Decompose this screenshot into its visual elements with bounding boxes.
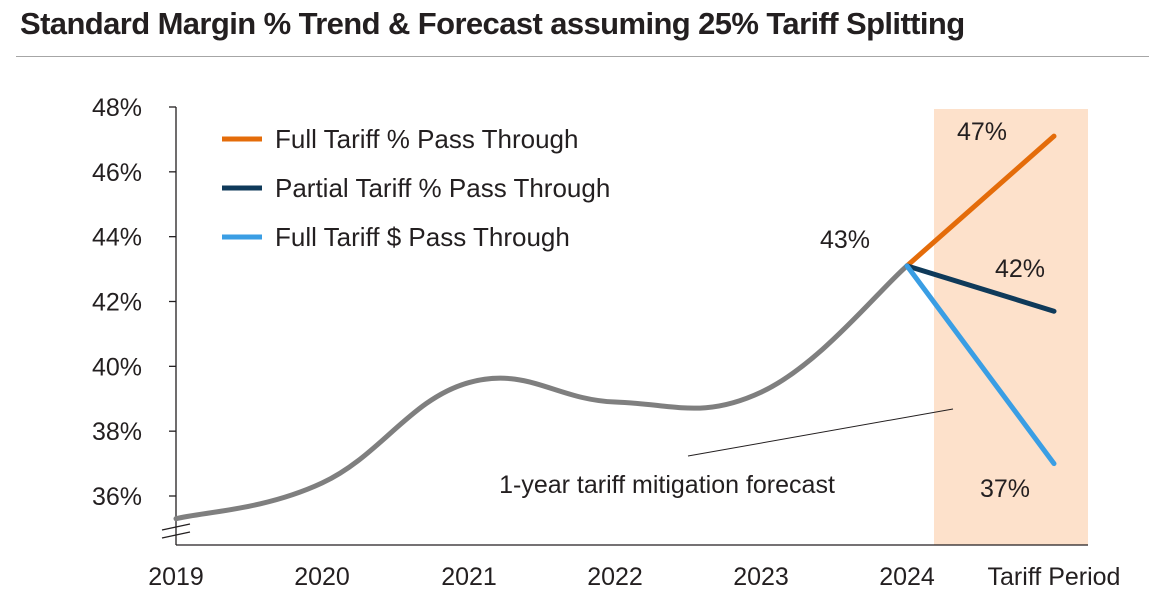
forecast-series	[904, 133, 1057, 467]
forecast-line-3	[904, 263, 1057, 467]
history-line	[173, 263, 910, 522]
x-tick-label: 2019	[148, 563, 204, 591]
y-tick-label: 46%	[92, 159, 142, 187]
forecast-note: 1-year tariff mitigation forecast	[499, 471, 835, 499]
axis-break-mark	[161, 531, 191, 539]
axis-break-mark	[161, 523, 191, 531]
value-label-partial: 42%	[995, 255, 1045, 283]
forecast-note-leader	[687, 408, 954, 457]
x-tick-label: 2021	[441, 563, 497, 591]
tariff-period-highlight	[934, 109, 1088, 545]
forecast-line-1	[904, 133, 1057, 269]
y-tick-label: 36%	[92, 483, 142, 511]
title-divider	[16, 56, 1149, 57]
value-label-dollar: 37%	[980, 475, 1030, 503]
x-tick-label: 2020	[294, 563, 350, 591]
value-label-2024: 43%	[820, 226, 870, 254]
x-tick-label: 2022	[587, 563, 643, 591]
legend-label: Partial Tariff % Pass Through	[275, 173, 610, 203]
history-series	[173, 263, 910, 522]
annotations: 43% 47% 42% 37% 1-year tariff mitigation for…	[499, 118, 1045, 503]
y-axis: 36% 38% 40% 42% 44% 46% 48%	[92, 94, 191, 545]
y-tick-label: 38%	[92, 418, 142, 446]
y-tick-label: 40%	[92, 353, 142, 381]
legend-label: Full Tariff $ Pass Through	[275, 222, 570, 252]
forecast-line-2	[904, 263, 1057, 314]
y-tick-label: 48%	[92, 94, 142, 122]
value-label-full: 47%	[957, 118, 1007, 146]
y-tick-label: 44%	[92, 224, 142, 252]
legend: Full Tariff % Pass Through Partial Tariff…	[222, 124, 610, 252]
x-tick-label: 2023	[733, 563, 789, 591]
x-tick-label: Tariff Period	[988, 563, 1121, 591]
x-tick-label: 2024	[879, 563, 935, 591]
y-tick-label: 42%	[92, 289, 142, 317]
page-title: Standard Margin % Trend & Forecast assum…	[20, 6, 965, 41]
legend-label: Full Tariff % Pass Through	[275, 124, 578, 154]
x-axis: 2019 2020 2021 2022 2023 2024 Tariff Period	[148, 544, 1121, 591]
